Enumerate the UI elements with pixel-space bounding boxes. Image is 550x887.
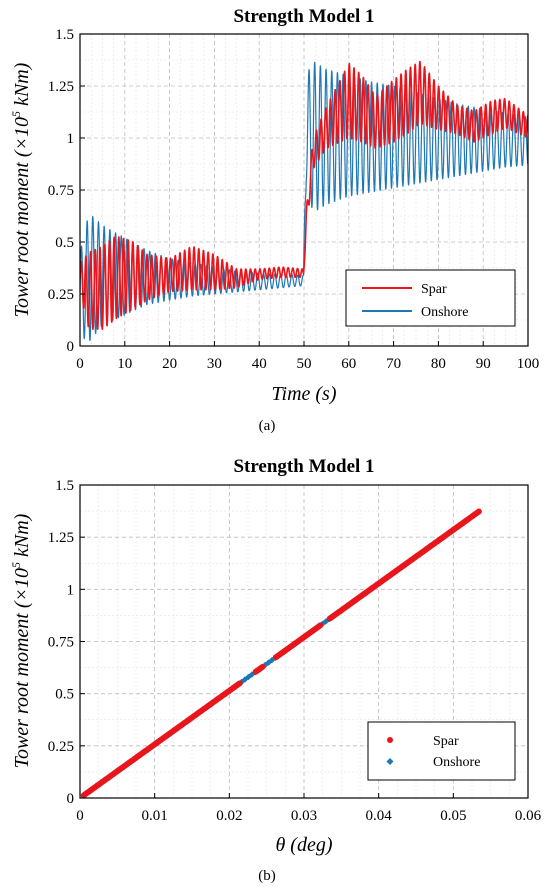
y-tick-label: 1 — [67, 582, 75, 598]
chart-panel-a: Strength Model 1 0 10 20 30 40 50 60 70 80 90 1000… — [9, 6, 539, 434]
y-tick-label: 0.75 — [48, 183, 74, 199]
scatter-point-onshore — [248, 671, 255, 678]
plot-area-b — [80, 508, 482, 798]
scatter-point-onshore — [241, 676, 249, 683]
x-tick-label: 90 — [476, 356, 491, 372]
y-axis-label-a: Tower root moment (×105 kNm) — [9, 62, 33, 317]
y-tick-label: 0.5 — [55, 235, 74, 251]
x-axis-label-a: Time (s) — [272, 383, 337, 405]
y-axis-label-b: Tower root moment (×105 kNm) — [9, 513, 33, 768]
scatter-point-onshore — [245, 673, 252, 681]
x-tick-label: 0 — [76, 356, 84, 372]
scatter-point-onshore — [265, 659, 272, 666]
chart-panel-b: Strength Model 1 0 0.01 0.02 0.03 0.04 0.05 0.… — [9, 456, 542, 884]
x-tick-label: 70 — [386, 356, 401, 372]
x-tick-label: 100 — [517, 356, 540, 372]
plot-area-a — [80, 60, 528, 341]
y-tick-label: 1.5 — [55, 478, 74, 494]
x-tick-label: 0.05 — [440, 808, 466, 824]
scatter-point-spar — [259, 663, 266, 670]
x-tick-label: 30 — [207, 356, 222, 372]
y-tick-label: 1.25 — [48, 79, 74, 95]
ticks-a: 0 10 20 30 40 50 60 70 80 90 100 0 0.25 0.5 0.75 1 1.25 1… — [48, 27, 540, 372]
legend-b: Spar Onshore — [367, 721, 516, 781]
legend-label-spar-a: Spar — [421, 282, 447, 297]
legend-label-onshore-b: Onshore — [433, 755, 480, 770]
y-tick-label: 0 — [67, 791, 75, 807]
x-tick-label: 60 — [341, 356, 356, 372]
x-tick-label: 80 — [431, 356, 446, 372]
y-tick-label: 0.5 — [55, 687, 74, 703]
y-tick-label: 0.75 — [48, 635, 74, 651]
scatter-point-onshore — [322, 618, 329, 625]
legend-label-onshore-a: Onshore — [421, 305, 468, 320]
x-tick-label: 0.04 — [366, 808, 393, 824]
x-tick-label: 0.02 — [216, 808, 242, 824]
legend-label-spar-b: Spar — [433, 734, 459, 749]
x-tick-label: 0.01 — [142, 808, 168, 824]
x-tick-label: 40 — [252, 356, 267, 372]
x-tick-label: 10 — [117, 356, 132, 372]
y-tick-label: 0.25 — [48, 739, 74, 755]
caption-b: (b) — [258, 868, 276, 884]
y-tick-label: 1.25 — [48, 530, 74, 546]
series-line-onshore — [80, 61, 528, 341]
y-tick-label: 0 — [67, 339, 75, 355]
legend-marker-onshore-b — [386, 758, 394, 765]
x-axis-label-b: θ (deg) — [275, 834, 332, 856]
chart-title-a: Strength Model 1 — [233, 6, 374, 27]
y-tick-label: 1.5 — [55, 27, 74, 43]
scatter-point-onshore — [261, 661, 269, 669]
y-tick-label: 1 — [67, 131, 75, 147]
chart-title-b: Strength Model 1 — [233, 456, 374, 477]
scatter-point-spar — [317, 622, 324, 629]
y-tick-label: 0.25 — [48, 287, 74, 303]
caption-a: (a) — [259, 418, 276, 434]
x-tick-label: 0.06 — [515, 808, 542, 824]
legend-marker-spar-b — [387, 737, 393, 743]
x-tick-label: 20 — [162, 356, 177, 372]
x-tick-label: 50 — [297, 356, 312, 372]
x-tick-label: 0 — [76, 808, 84, 824]
scatter-point-spar — [475, 508, 482, 515]
legend-a: Spar Onshore — [345, 269, 516, 327]
scatter-point-spar — [236, 680, 243, 687]
series-line-spar — [80, 60, 528, 331]
ticks-b: 0 0.01 0.02 0.03 0.04 0.05 0.06 0 0.25 0.5 0.75 1 1.… — [48, 478, 542, 824]
x-tick-label: 0.03 — [291, 808, 317, 824]
